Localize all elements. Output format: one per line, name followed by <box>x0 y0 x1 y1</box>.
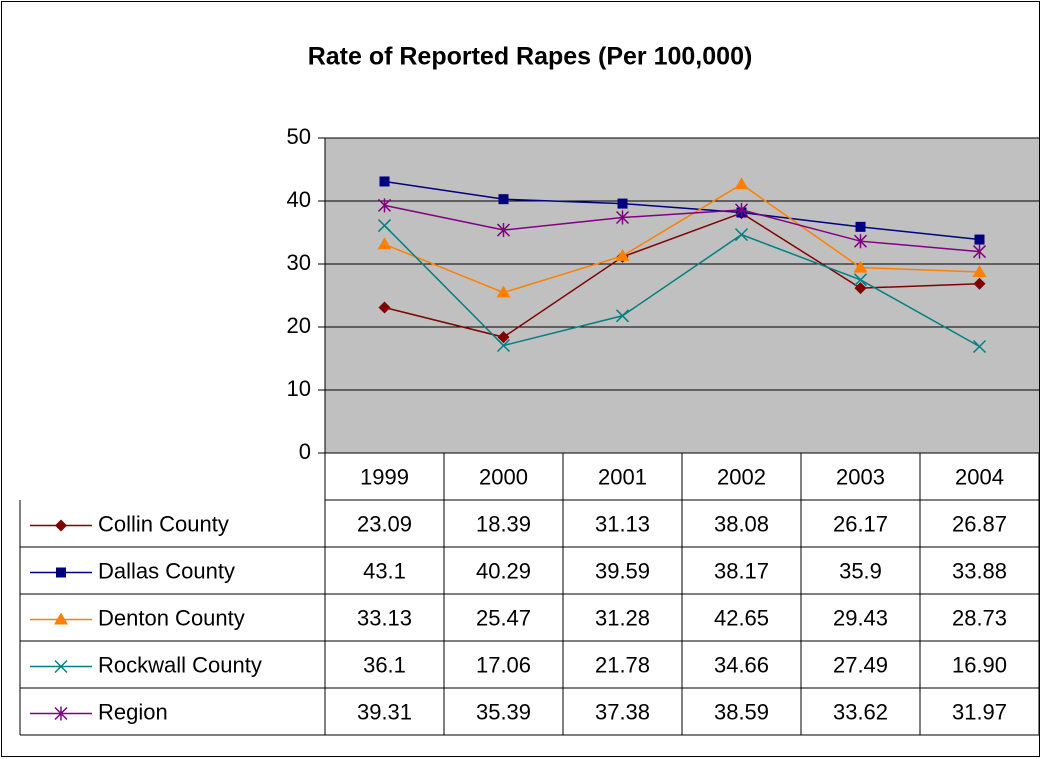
marker <box>734 202 749 217</box>
table-cell: 16.90 <box>952 652 1007 677</box>
marker <box>377 237 392 250</box>
marker <box>54 659 68 674</box>
table-cell: 28.73 <box>952 605 1007 630</box>
marker <box>496 223 511 238</box>
y-tick-label: 10 <box>287 376 311 401</box>
y-tick-label: 20 <box>287 313 311 338</box>
marker <box>56 567 66 578</box>
legend-label: Collin County <box>98 511 229 536</box>
table-cell: 33.88 <box>952 558 1007 583</box>
table-cell: 31.97 <box>952 699 1007 724</box>
table-cell: 37.38 <box>595 699 650 724</box>
table-cell: 21.78 <box>595 652 650 677</box>
marker <box>54 612 68 625</box>
x-tick-label: 2002 <box>717 464 766 489</box>
marker <box>972 244 987 259</box>
chart-title: Rate of Reported Rapes (Per 100,000) <box>308 43 753 71</box>
marker <box>734 228 749 242</box>
table-cell: 40.29 <box>476 558 531 583</box>
x-tick-label: 2000 <box>479 464 528 489</box>
table-cell: 23.09 <box>357 511 412 536</box>
series-line <box>383 225 980 348</box>
x-tick-label: 2003 <box>836 464 885 489</box>
y-tick-label: 40 <box>287 187 311 212</box>
marker <box>734 177 749 190</box>
marker <box>973 277 986 290</box>
marker <box>617 198 628 209</box>
marker <box>615 210 630 225</box>
table-cell: 26.87 <box>952 511 1007 536</box>
marker <box>972 265 987 278</box>
x-tick-label: 1999 <box>360 464 409 489</box>
marker <box>496 338 511 353</box>
table-cell: 38.17 <box>714 558 769 583</box>
y-tick-label: 0 <box>299 439 311 464</box>
marker <box>377 198 392 213</box>
table-cell: 26.17 <box>833 511 888 536</box>
marker <box>972 339 987 354</box>
series-line <box>384 183 980 294</box>
table-cell: 18.39 <box>476 511 531 536</box>
table-cell: 38.08 <box>714 511 769 536</box>
marker <box>853 234 868 249</box>
legend-label: Denton County <box>98 605 245 630</box>
marker <box>377 219 392 233</box>
table-cell: 25.47 <box>476 605 531 630</box>
legend-label: Rockwall County <box>98 652 262 677</box>
table-cell: 33.62 <box>833 699 888 724</box>
table-cell: 17.06 <box>476 652 531 677</box>
series-line <box>384 180 980 241</box>
series-line <box>384 212 980 338</box>
marker <box>54 706 68 721</box>
marker <box>498 194 509 205</box>
table-cell: 38.59 <box>714 699 769 724</box>
marker <box>974 234 985 245</box>
y-tick-label: 30 <box>287 250 311 275</box>
marker <box>497 331 510 344</box>
marker <box>854 282 867 295</box>
legend-label: Dallas County <box>98 558 235 583</box>
marker <box>378 301 391 314</box>
table-cell: 42.65 <box>714 605 769 630</box>
marker <box>853 273 868 287</box>
marker <box>615 309 630 323</box>
y-tick-label: 50 <box>287 124 311 149</box>
table-cell: 43.1 <box>363 558 406 583</box>
table-cell: 27.49 <box>833 652 888 677</box>
x-tick-label: 2004 <box>955 464 1004 489</box>
table-cell: 39.59 <box>595 558 650 583</box>
table-cell: 35.9 <box>839 558 882 583</box>
x-tick-label: 2001 <box>598 464 647 489</box>
table-cell: 35.39 <box>476 699 531 724</box>
table-cell: 29.43 <box>833 605 888 630</box>
series-line <box>384 204 980 253</box>
table-cell: 31.28 <box>595 605 650 630</box>
marker <box>496 285 511 298</box>
legend-label: Region <box>98 699 168 724</box>
marker <box>55 519 67 532</box>
marker <box>379 176 390 187</box>
marker <box>853 260 868 273</box>
plot-area <box>325 138 1039 453</box>
marker <box>855 221 866 232</box>
table-cell: 36.1 <box>363 652 406 677</box>
table-cell: 39.31 <box>357 699 412 724</box>
marker <box>615 248 630 261</box>
table-cell: 33.13 <box>357 605 412 630</box>
table-cell: 31.13 <box>595 511 650 536</box>
table-cell: 34.66 <box>714 652 769 677</box>
